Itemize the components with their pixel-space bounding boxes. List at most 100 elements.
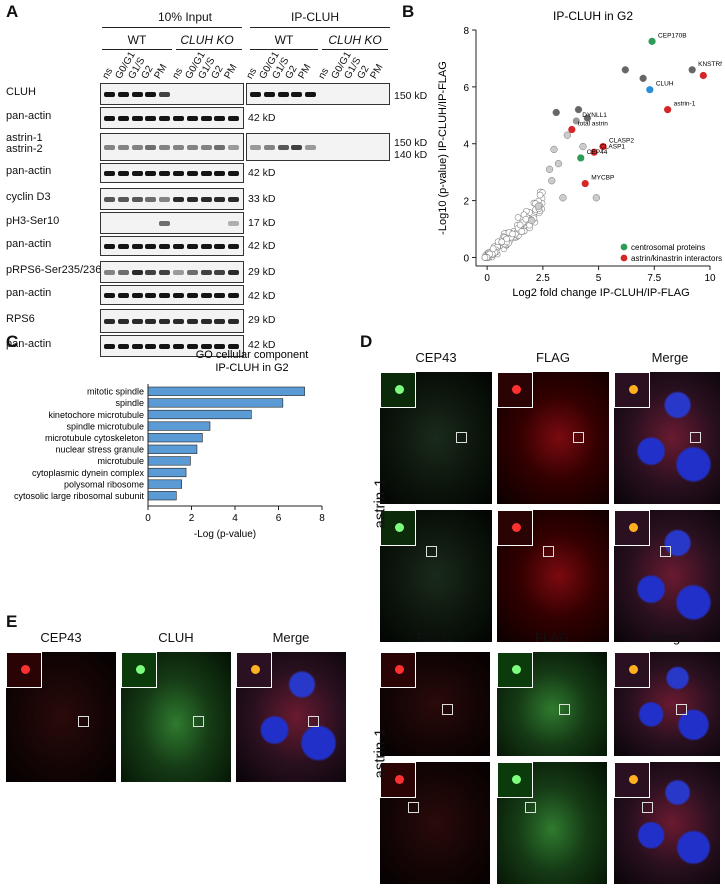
scatter-point (518, 228, 526, 235)
band (131, 144, 143, 150)
inset-signal (394, 774, 405, 785)
scatter-point (516, 221, 524, 229)
blot-strip-input-9 (100, 309, 244, 333)
inset-signal (628, 774, 639, 785)
blot-label-6: pH3-Ser10 (6, 215, 60, 227)
y-tick-label: 4 (463, 140, 469, 151)
roi-box (408, 802, 419, 813)
bar (147, 444, 198, 454)
band (200, 318, 212, 324)
band (117, 91, 129, 97)
panel-letter-a: A (6, 2, 19, 21)
scatter-point-highlight (688, 66, 696, 74)
blot-strip-input-8 (100, 285, 244, 305)
band (159, 318, 171, 324)
panel-d-title-0: CEP43 (415, 350, 457, 365)
blot-strip-input-3 (100, 163, 244, 183)
kd-label-2: 150 kD (394, 137, 428, 149)
blot-strip-input-2 (100, 133, 244, 161)
roi-box (442, 704, 453, 715)
scatter-point (545, 165, 554, 173)
blot-strip-ip-2 (246, 133, 390, 161)
kd-label-4: 42 kD (248, 167, 276, 179)
band (117, 269, 129, 275)
legend-label: centrosomal proteins (631, 243, 705, 252)
band (159, 115, 171, 121)
x-tick-label: 7.5 (647, 273, 661, 284)
point-label: CEP44 (587, 149, 608, 156)
scatter-point (563, 131, 572, 139)
band (104, 269, 115, 275)
bar-category-label: spindle microtubule (66, 421, 144, 431)
band (145, 343, 157, 349)
band (159, 144, 171, 150)
band (214, 243, 226, 249)
kd-label-8: 29 kD (248, 266, 276, 278)
band (173, 269, 184, 275)
point-label: KNSTRN (698, 61, 722, 68)
roi-box (456, 432, 467, 443)
band (159, 292, 171, 298)
blot-strip-input-4 (100, 188, 244, 210)
band (228, 115, 240, 121)
micrograph-e-left-0 (6, 652, 116, 782)
panel-e-side-label: astrin-1 (371, 728, 389, 779)
bar (147, 386, 305, 396)
scatter-point (536, 191, 544, 199)
bar-category-label: cytoplasmic dynein complex (32, 468, 145, 478)
scatter-point (583, 114, 592, 122)
band (305, 91, 317, 97)
band (159, 343, 171, 349)
micrograph-e-r1-1 (497, 652, 607, 756)
micrograph-e-r2-0 (380, 762, 490, 884)
ip-header: IP-CLUH (290, 10, 339, 24)
band (291, 91, 303, 97)
scatter-point-highlight (572, 117, 580, 125)
zoom-inset (6, 652, 42, 688)
x-tick-label: 2 (189, 513, 195, 524)
scatter-point-highlight (590, 148, 598, 156)
volcano-scatter-plot: IP-CLUH in G2 0 2.5 5 7.5 10 0 2 4 6 8 Log2 fold ch… (437, 9, 722, 299)
scatter-point-highlight (599, 142, 607, 151)
band (291, 144, 303, 150)
band (104, 196, 115, 202)
band (173, 170, 184, 176)
band (145, 91, 157, 97)
panel-e-left-title-0: CEP43 (40, 630, 82, 645)
y-tick-label: 0 (463, 253, 469, 264)
band (186, 292, 198, 298)
kd-label-7: 42 kD (248, 240, 276, 252)
scatter-point (509, 230, 516, 238)
bar (147, 421, 211, 431)
band (186, 343, 198, 349)
band (145, 170, 157, 176)
zoom-inset (614, 510, 650, 546)
bar-category-label: kinetochore microtubule (48, 410, 144, 420)
band (263, 91, 275, 97)
band (117, 318, 129, 324)
bar-category-label: polysomal ribosome (64, 479, 144, 489)
scatter-point (522, 215, 530, 223)
band (104, 144, 115, 150)
inset-signal (250, 664, 261, 675)
band (186, 144, 198, 150)
band (145, 243, 157, 249)
band (277, 144, 289, 150)
scatter-point-highlight (648, 37, 656, 45)
band (145, 115, 157, 121)
scatter-point (559, 194, 567, 202)
band (228, 243, 240, 249)
band (173, 243, 184, 249)
band (131, 115, 143, 121)
roi-box (690, 432, 701, 443)
inset-signal (628, 664, 639, 675)
x-axis-label: -Log (p-value) (194, 529, 256, 540)
blot-strip-input-1 (100, 107, 244, 129)
band (186, 318, 198, 324)
x-tick-label: 6 (276, 513, 282, 524)
blot-label-9: pan-actin (6, 287, 52, 299)
blot-label-10: RPS6 (6, 313, 35, 325)
y-tick-label: 2 (463, 197, 469, 208)
band (214, 269, 226, 275)
